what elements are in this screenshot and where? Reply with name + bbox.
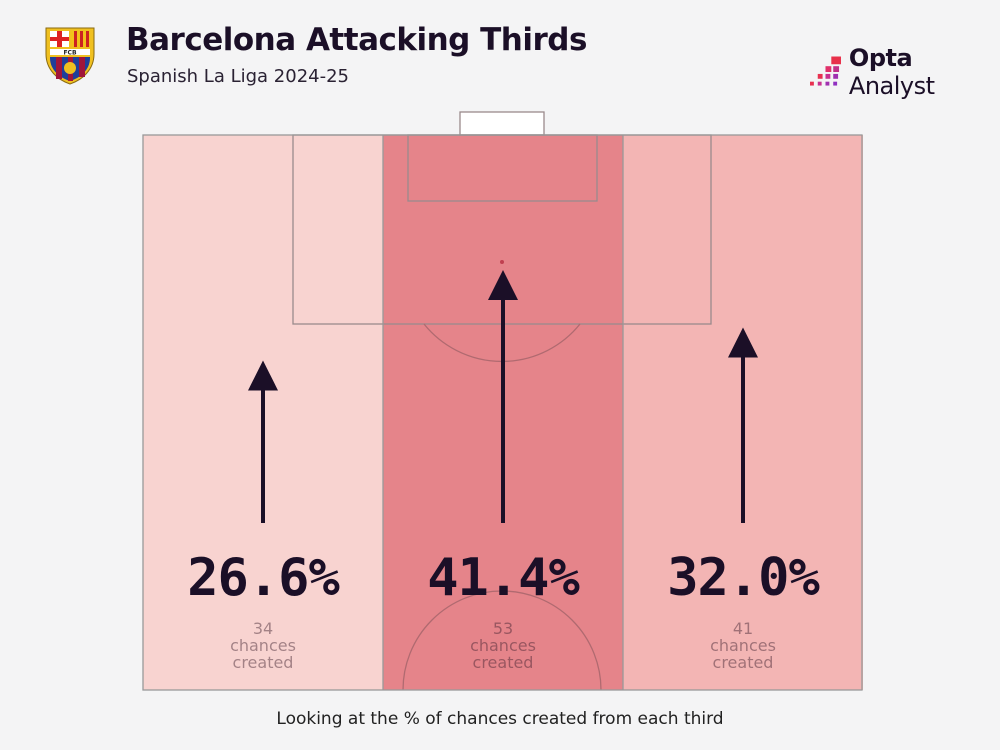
barcelona-crest-logo: FCB [45,27,95,85]
brand-bold: Opta [848,44,913,72]
count-value: 53 [492,619,514,638]
brand-light: Analyst [848,72,935,100]
count-center: 53 chances created [383,620,623,671]
pct-label-right: 32.0% [667,548,820,608]
arrow-2 [728,327,758,523]
svg-text:FCB: FCB [63,50,77,57]
chart-subtitle: Spanish La Liga 2024-25 [127,66,349,87]
count-value: 41 [732,619,754,638]
pct-label-left: 26.6% [187,548,340,608]
arrow-1 [488,270,518,523]
goal [459,111,545,136]
arrow-0 [248,360,278,523]
count-label: chances created [710,636,776,672]
opta-logo-icon [810,56,841,86]
penalty-spot [500,260,504,264]
chart-title: Barcelona Attacking Thirds [126,22,587,58]
count-label: chances created [230,636,296,672]
footer-note: Looking at the % of chances created from… [276,709,724,729]
count-label: chances created [470,636,536,672]
count-right: 41 chances created [623,620,863,671]
pitch-outline [142,134,863,691]
opta-analyst-logo: Opta Analyst [810,44,1000,100]
count-left: 34 chances created [143,620,383,671]
center-circle [402,590,602,691]
count-value: 34 [252,619,274,638]
pitch-markings [142,111,863,691]
pct-label-center: 41.4% [427,548,580,608]
